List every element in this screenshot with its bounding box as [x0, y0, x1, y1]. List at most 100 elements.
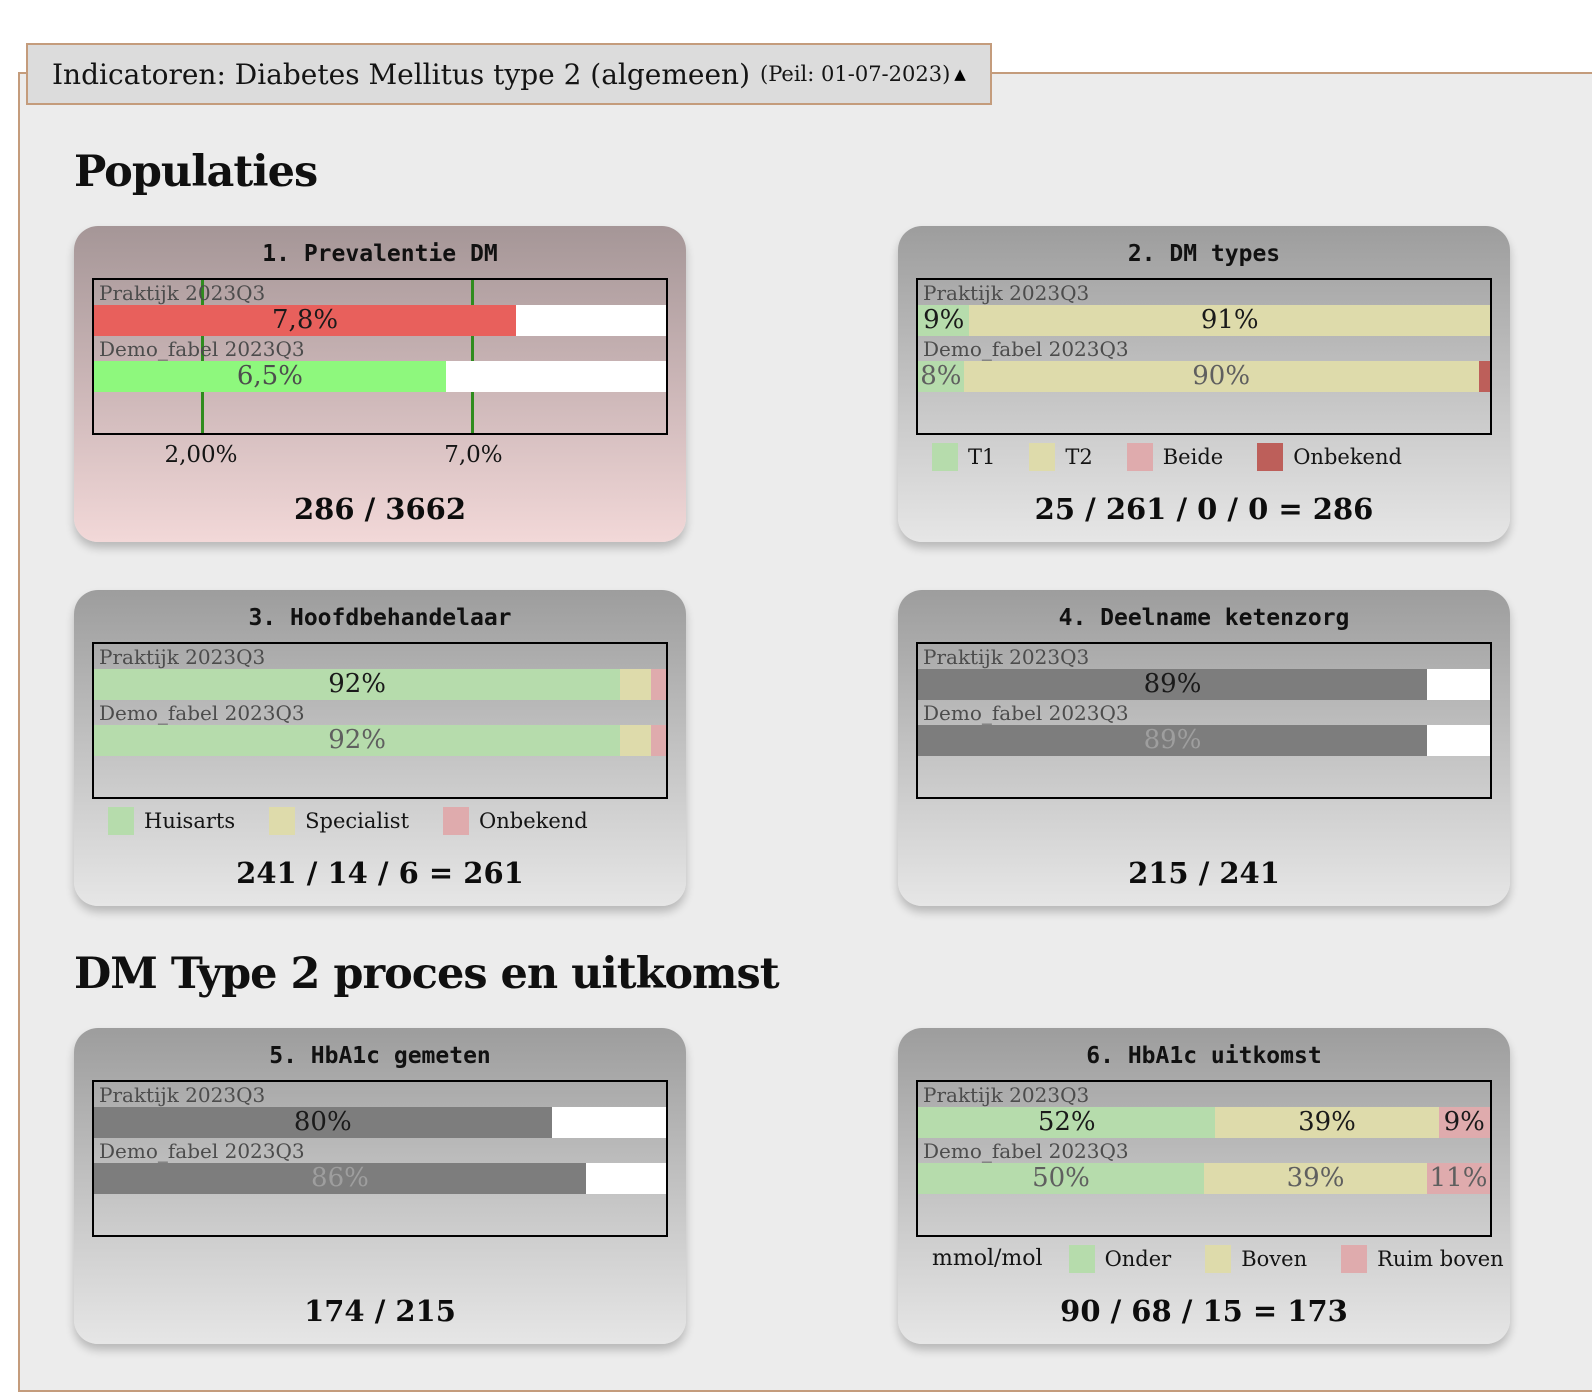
bar-category-label: Demo_fabel 2023Q3 — [99, 700, 305, 725]
legend-swatch — [1029, 442, 1056, 471]
card-summary-counts: 286 / 3662 — [293, 491, 467, 526]
legend-swatch — [1257, 442, 1284, 471]
card-summary-counts: 25 / 261 / 0 / 0 = 286 — [1034, 491, 1374, 526]
legend-item: Onbekend — [1257, 442, 1402, 471]
legend-label: Beide — [1162, 444, 1224, 469]
legend-label: T1 — [968, 444, 996, 469]
cards-grid: 1. Prevalentie DM Praktijk 2023Q3 7,8% Demo… — [74, 225, 1544, 906]
bar-value-label: 6,5% — [236, 360, 303, 391]
bar-segment: 52% — [918, 1106, 1216, 1138]
bar-category-label: Praktijk 2023Q3 — [99, 644, 266, 669]
panel-title: Indicatoren: Diabetes Mellitus type 2 (a… — [52, 57, 751, 91]
bar-track: 89% — [918, 668, 1490, 700]
axis-tick-label: 7,0% — [444, 441, 503, 468]
bar-segment — [651, 668, 666, 700]
legend-swatch — [1068, 1244, 1095, 1273]
bar-track: 92% — [94, 724, 666, 756]
chart-plot: Praktijk 2023Q3 89% Demo_fabel 2023Q3 89% — [916, 641, 1492, 799]
cards-grid: 5. HbA1c gemeten Praktijk 2023Q3 80% Demo_f… — [74, 1027, 1544, 1344]
legend-label: Onder — [1104, 1246, 1172, 1271]
panel-peil-date: (Peil: 01-07-2023) — [760, 62, 951, 86]
bar-value-label: 80% — [293, 1106, 352, 1137]
legend-item: Specialist — [269, 806, 409, 835]
card-title: 6. HbA1c uitkomst — [1086, 1042, 1322, 1069]
legend-swatch — [1341, 1244, 1368, 1273]
bar-segment — [1478, 360, 1490, 392]
bar-category-label: Demo_fabel 2023Q3 — [99, 1138, 305, 1163]
bar-value-label: 92% — [328, 668, 387, 699]
collapse-icon[interactable]: ▲ — [954, 65, 966, 83]
bar-category-label: Praktijk 2023Q3 — [99, 280, 266, 305]
bar-category-label: Demo_fabel 2023Q3 — [923, 1138, 1129, 1163]
legend-label: Onbekend — [1293, 444, 1402, 469]
indicator-panel: Populaties 1. Prevalentie DM Praktijk 2023… — [18, 72, 1592, 1392]
indicator-card-6: 6. HbA1c uitkomst Praktijk 2023Q3 52% 39% 9%… — [898, 1027, 1510, 1344]
bar-category-label: Demo_fabel 2023Q3 — [99, 336, 305, 361]
bar-segment — [620, 668, 652, 700]
x-axis: 2,00% 7,0% — [92, 440, 668, 470]
card-summary-counts: 241 / 14 / 6 = 261 — [236, 855, 524, 890]
bar-value-label: 89% — [1143, 724, 1202, 755]
legend-label: Boven — [1241, 1246, 1308, 1271]
bar-track: 50% 39% 11% — [918, 1162, 1490, 1194]
chart-legend: T1 T2 Beide Onbekend — [932, 442, 1492, 472]
legend-item: Onbekend — [443, 806, 588, 835]
card-title: 2. DM types — [1127, 240, 1281, 267]
bar-segment: 80% — [94, 1106, 552, 1138]
reference-line — [200, 279, 204, 433]
bar-value-label: 50% — [1032, 1162, 1090, 1193]
indicator-card-4: 4. Deelname ketenzorg Praktijk 2023Q3 89% D… — [898, 589, 1510, 906]
bar-value-label: 9% — [923, 304, 965, 335]
bar-value-label: 39% — [1286, 1162, 1345, 1193]
section-heading: DM Type 2 proces en uitkomst — [74, 948, 780, 999]
bar-value-label: 91% — [1200, 304, 1259, 335]
card-summary-counts: 174 / 215 — [304, 1293, 456, 1328]
bar-category-label: Demo_fabel 2023Q3 — [923, 700, 1129, 725]
card-title: 5. HbA1c gemeten — [269, 1042, 491, 1069]
legend-item: T2 — [1029, 442, 1093, 471]
card-summary-counts: 90 / 68 / 15 = 173 — [1060, 1293, 1348, 1328]
card-title: 4. Deelname ketenzorg — [1058, 604, 1350, 631]
legend-swatch — [443, 806, 470, 835]
legend-swatch — [932, 442, 958, 471]
reference-line — [471, 279, 475, 433]
card-title: 1. Prevalentie DM — [262, 240, 498, 267]
bar-category-label: Demo_fabel 2023Q3 — [923, 336, 1129, 361]
chart-plot: Praktijk 2023Q3 92% Demo_fabel 2023Q3 92% — [92, 641, 668, 799]
chart-legend: Huisarts Specialist Onbekend — [108, 806, 668, 836]
chart-plot: Praktijk 2023Q3 7,8% Demo_fabel 2023Q3 6,5% — [92, 277, 668, 435]
chart-plot: Praktijk 2023Q3 52% 39% 9% Demo_fabel 2023Q3… — [916, 1079, 1492, 1237]
legend-swatch — [269, 806, 296, 835]
bar-segment: 89% — [918, 724, 1428, 756]
bar-segment: 90% — [963, 360, 1479, 392]
bar-track: 92% — [94, 668, 666, 700]
bar-category-label: Praktijk 2023Q3 — [99, 1082, 266, 1107]
legend-item: Boven — [1205, 1244, 1308, 1273]
bar-category-label: Praktijk 2023Q3 — [923, 1082, 1090, 1107]
bar-category-label: Praktijk 2023Q3 — [923, 280, 1090, 305]
bar-value-label: 90% — [1192, 360, 1251, 391]
bar-value-label: 92% — [328, 724, 387, 755]
legend-label: Ruim boven — [1377, 1246, 1504, 1271]
bar-segment: 8% — [918, 360, 964, 392]
chart-legend: mmol/mol Onder Boven Ruim boven — [932, 1244, 1504, 1274]
bar-track: 52% 39% 9% — [918, 1106, 1490, 1138]
bar-segment: 86% — [94, 1162, 586, 1194]
bar-value-label: 11% — [1429, 1162, 1488, 1193]
bar-track: 6,5% — [94, 360, 666, 392]
bar-segment: 92% — [94, 668, 621, 700]
indicator-card-2: 2. DM types Praktijk 2023Q3 9% 91% Demo_fabe… — [898, 225, 1510, 542]
legend-swatch — [1205, 1244, 1232, 1273]
bar-segment: 91% — [969, 304, 1490, 336]
bar-value-label: 52% — [1037, 1106, 1096, 1137]
legend-swatch — [108, 806, 134, 835]
panel-header[interactable]: Indicatoren: Diabetes Mellitus type 2 (a… — [26, 43, 992, 105]
legend-item: Ruim boven — [1341, 1244, 1504, 1273]
bar-track: 86% — [94, 1162, 666, 1194]
axis-tick-label: 2,00% — [164, 441, 238, 468]
dashboard-content: Populaties 1. Prevalentie DM Praktijk 2023… — [74, 74, 1544, 1344]
legend-item: Huisarts — [108, 806, 235, 835]
bar-value-label: 86% — [311, 1162, 369, 1193]
bar-segment: 7,8% — [94, 304, 517, 336]
card-summary-counts: 215 / 241 — [1128, 855, 1280, 890]
